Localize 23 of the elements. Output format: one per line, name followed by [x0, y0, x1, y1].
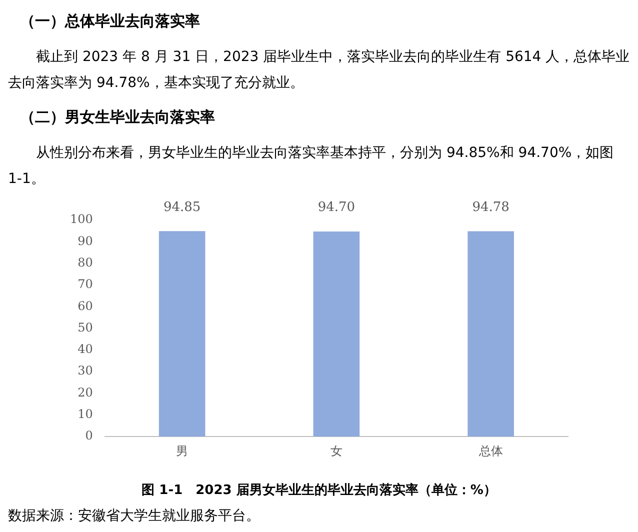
y-tick-label: 90 [78, 234, 93, 248]
source-note: 数据来源：安徽省大学生就业服务平台。 [8, 507, 261, 526]
text: 截止到 2023 年 8 月 31 日，2023 届毕业生中，落实毕业去向的毕业生有 5614 人，总体毕业去向落实率为 94.78%，基本实现了充分就业。 [8, 48, 630, 93]
text: 从性别分布来看，男女毕业生的毕业去向落实率基本持平，分别为 94.85%和 94.70%，如图 1-1。 [8, 144, 615, 189]
x-tick-label: 女 [330, 444, 342, 458]
data-label: 94.78 [472, 200, 510, 215]
y-tick-label: 10 [78, 407, 93, 422]
x-tick-label: 男 [176, 444, 188, 458]
y-tick-label: 0 [85, 428, 93, 443]
data-label: 94.70 [318, 200, 356, 215]
y-tick-label: 50 [78, 320, 93, 334]
y-tick-label: 70 [78, 277, 93, 292]
y-tick-label: 80 [78, 255, 93, 270]
text: 图 1-1 2023 届男女毕业生的毕业去向落实率（单位：%） [140, 482, 498, 499]
x-tick-label: 总体 [478, 444, 503, 458]
y-tick-label: 100 [70, 212, 93, 226]
y-tick-label: 60 [78, 298, 93, 313]
data-label: 94.85 [163, 200, 201, 215]
y-tick-label: 40 [78, 342, 93, 356]
text: （二）男女生毕业去向落实率 [20, 107, 216, 128]
text: （一）总体毕业去向落实率 [20, 11, 201, 32]
y-tick-label: 30 [78, 364, 93, 378]
y-tick-label: 20 [78, 385, 93, 400]
